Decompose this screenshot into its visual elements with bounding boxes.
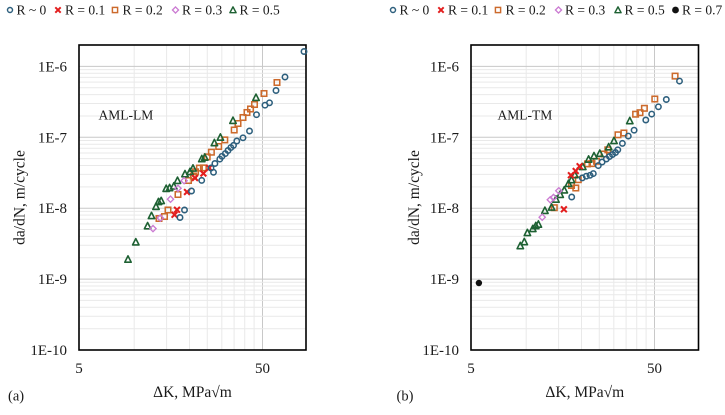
svg-text:R ~ 0: R ~ 0 [400,2,430,17]
svg-text:(a): (a) [8,389,24,405]
svg-text:R = 0.3: R = 0.3 [565,2,605,17]
svg-text:R = 0.3: R = 0.3 [182,2,222,17]
svg-text:5: 5 [467,361,475,377]
svg-text:1E-9: 1E-9 [430,272,459,288]
svg-text:ΔK, MPa√m: ΔK, MPa√m [153,384,232,401]
svg-text:1E-7: 1E-7 [38,130,68,146]
svg-text:50: 50 [255,361,270,377]
svg-text:R = 0.7: R = 0.7 [682,2,722,17]
svg-text:1E-7: 1E-7 [430,130,460,146]
svg-text:R = 0.1: R = 0.1 [448,2,488,17]
svg-text:5: 5 [75,361,83,377]
svg-text:1E-6: 1E-6 [430,59,460,75]
svg-text:AML-TM: AML-TM [498,108,553,123]
svg-text:(b): (b) [397,389,414,405]
svg-text:ΔK, MPa√m: ΔK, MPa√m [545,384,624,401]
svg-text:AML-LM: AML-LM [99,108,154,123]
svg-text:1E-8: 1E-8 [38,201,67,217]
svg-text:1E-10: 1E-10 [30,343,67,359]
svg-text:1E-8: 1E-8 [430,201,459,217]
svg-text:1E-6: 1E-6 [38,59,68,75]
svg-text:1E-10: 1E-10 [422,343,459,359]
svg-text:da/dN, m/cycle: da/dN, m/cycle [406,150,423,245]
svg-text:R = 0.2: R = 0.2 [123,2,163,17]
svg-text:R = 0.5: R = 0.5 [625,2,665,17]
svg-text:da/dN, m/cycle: da/dN, m/cycle [12,150,29,245]
svg-text:R = 0.5: R = 0.5 [240,2,280,17]
svg-text:R = 0.2: R = 0.2 [506,2,546,17]
svg-text:R = 0.1: R = 0.1 [65,2,105,17]
svg-text:1E-9: 1E-9 [38,272,67,288]
svg-text:50: 50 [647,361,662,377]
svg-text:R ~ 0: R ~ 0 [17,2,47,17]
